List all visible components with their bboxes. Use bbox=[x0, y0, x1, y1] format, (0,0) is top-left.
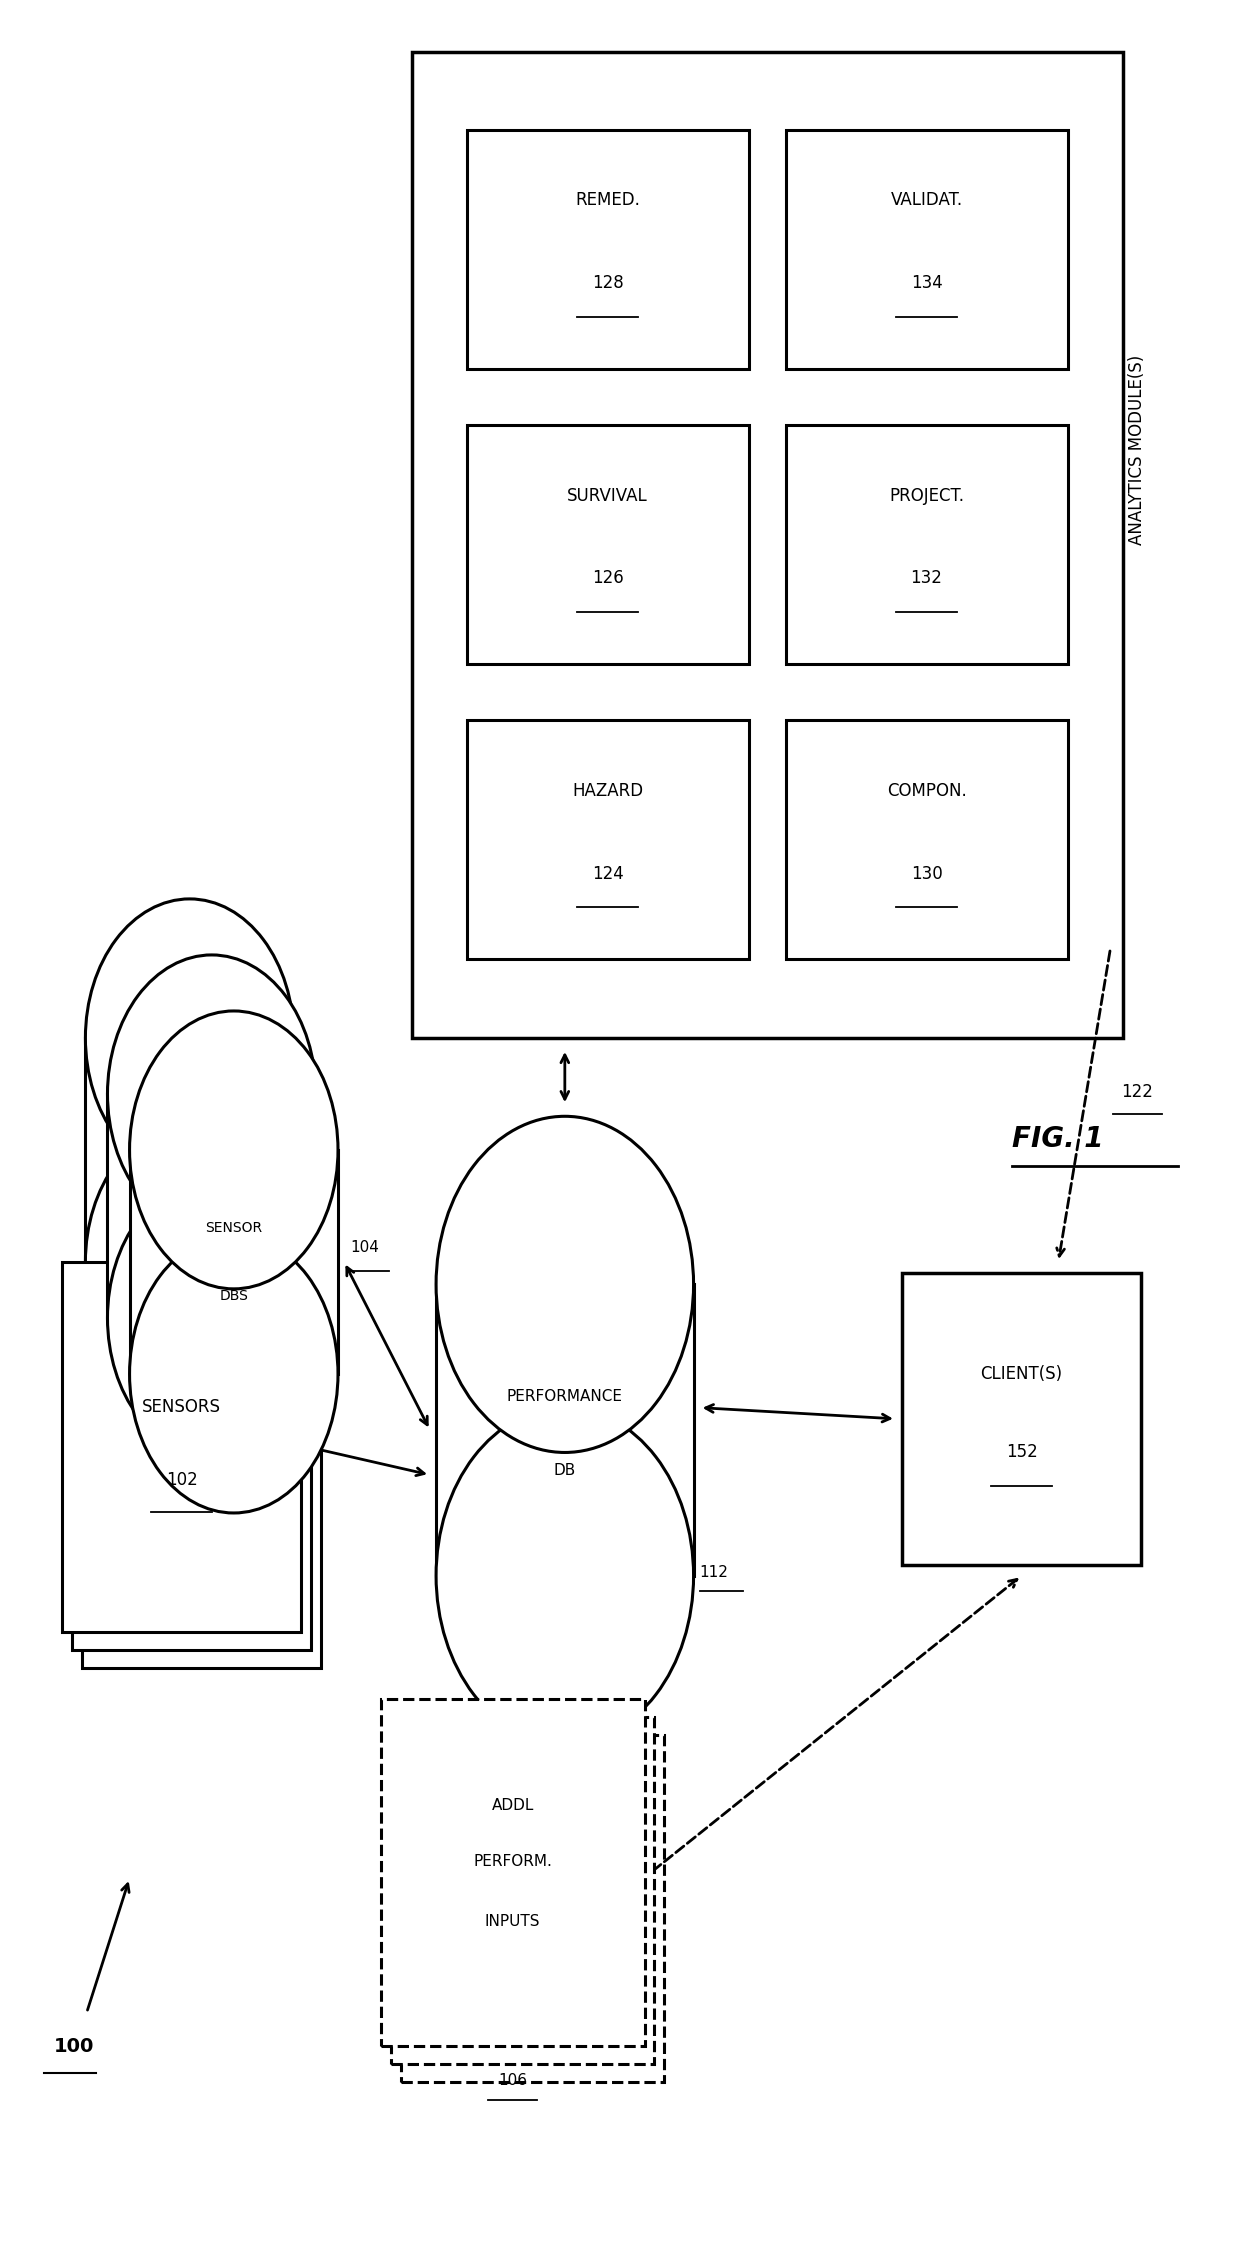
FancyBboxPatch shape bbox=[412, 52, 1122, 1037]
Text: 100: 100 bbox=[55, 2036, 94, 2057]
Text: 102: 102 bbox=[166, 1473, 197, 1491]
Ellipse shape bbox=[86, 1123, 294, 1400]
FancyBboxPatch shape bbox=[466, 719, 749, 958]
Text: 112: 112 bbox=[699, 1565, 729, 1578]
Ellipse shape bbox=[86, 900, 294, 1177]
Text: 134: 134 bbox=[910, 275, 942, 293]
Text: FIG. 1: FIG. 1 bbox=[1012, 1125, 1104, 1152]
Text: 126: 126 bbox=[591, 571, 624, 589]
Ellipse shape bbox=[108, 954, 316, 1233]
Text: PERFORM.: PERFORM. bbox=[474, 1854, 552, 1869]
Text: 122: 122 bbox=[1121, 1082, 1153, 1100]
FancyBboxPatch shape bbox=[72, 1281, 311, 1651]
Text: ADDL: ADDL bbox=[491, 1797, 534, 1813]
Text: INPUTS: INPUTS bbox=[485, 1914, 541, 1930]
Text: 128: 128 bbox=[591, 275, 624, 293]
Text: 152: 152 bbox=[1006, 1443, 1038, 1461]
FancyBboxPatch shape bbox=[466, 426, 749, 665]
Text: REMED.: REMED. bbox=[575, 192, 640, 210]
FancyBboxPatch shape bbox=[436, 1285, 693, 1576]
Text: 130: 130 bbox=[910, 864, 942, 882]
Text: SENSOR: SENSOR bbox=[205, 1222, 263, 1236]
FancyBboxPatch shape bbox=[391, 1716, 655, 2063]
FancyBboxPatch shape bbox=[785, 131, 1068, 370]
FancyBboxPatch shape bbox=[466, 131, 749, 370]
Text: SENSORS: SENSORS bbox=[143, 1398, 221, 1416]
Ellipse shape bbox=[129, 1236, 339, 1513]
FancyBboxPatch shape bbox=[129, 1150, 339, 1373]
Ellipse shape bbox=[436, 1116, 693, 1452]
FancyBboxPatch shape bbox=[785, 719, 1068, 958]
Text: SURVIVAL: SURVIVAL bbox=[568, 487, 649, 505]
Text: PROJECT.: PROJECT. bbox=[889, 487, 963, 505]
Text: HAZARD: HAZARD bbox=[572, 782, 644, 801]
Text: ANALYTICS MODULE(S): ANALYTICS MODULE(S) bbox=[1128, 354, 1147, 546]
FancyBboxPatch shape bbox=[108, 1094, 316, 1317]
FancyBboxPatch shape bbox=[401, 1734, 665, 2081]
Text: PERFORMANCE: PERFORMANCE bbox=[507, 1389, 622, 1405]
Text: DBS: DBS bbox=[219, 1288, 248, 1303]
Ellipse shape bbox=[129, 1010, 339, 1290]
FancyBboxPatch shape bbox=[82, 1299, 321, 1669]
Text: CLIENT(S): CLIENT(S) bbox=[981, 1364, 1063, 1382]
FancyBboxPatch shape bbox=[381, 1698, 645, 2045]
Text: 104: 104 bbox=[350, 1240, 379, 1254]
FancyBboxPatch shape bbox=[62, 1263, 301, 1633]
Text: 124: 124 bbox=[591, 864, 624, 882]
Text: COMPON.: COMPON. bbox=[887, 782, 966, 801]
Text: DB: DB bbox=[554, 1463, 575, 1477]
Ellipse shape bbox=[108, 1179, 316, 1457]
Text: VALIDAT.: VALIDAT. bbox=[890, 192, 962, 210]
FancyBboxPatch shape bbox=[901, 1274, 1141, 1565]
FancyBboxPatch shape bbox=[785, 426, 1068, 665]
Text: 132: 132 bbox=[910, 571, 942, 589]
Text: 106: 106 bbox=[498, 2072, 527, 2088]
FancyBboxPatch shape bbox=[86, 1037, 294, 1263]
Ellipse shape bbox=[436, 1407, 693, 1743]
